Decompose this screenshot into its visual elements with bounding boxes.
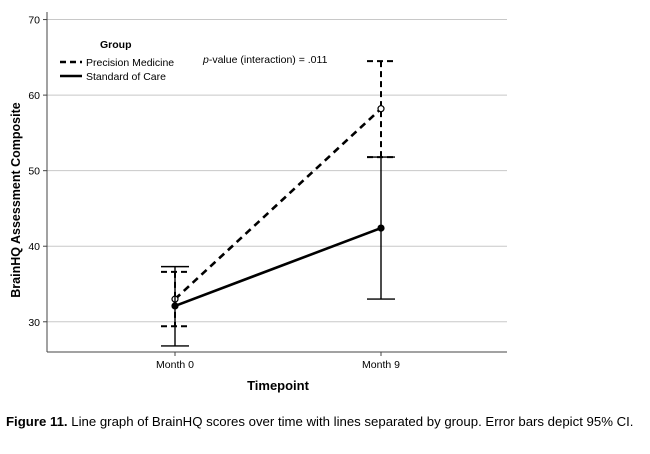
series-0	[161, 60, 395, 328]
y-axis-label: BrainHQ Assessment Composite	[9, 102, 23, 297]
data-point-1-1	[377, 224, 385, 232]
legend-label-0: Precision Medicine	[86, 57, 174, 69]
caption-label: Figure 11.	[6, 414, 68, 429]
y-tick-label-40: 40	[28, 241, 40, 253]
y-tick-label-60: 60	[28, 90, 40, 102]
annotation-text: -value (interaction) = .011	[209, 54, 328, 66]
y-tick-label-70: 70	[28, 15, 40, 27]
x-tick-label-0: Month 0	[156, 359, 194, 371]
legend-title: Group	[100, 39, 132, 51]
legend-label-1: Standard of Care	[86, 71, 166, 83]
axes: 30 40 50 60 70 Month 0 Month 9	[28, 12, 507, 371]
series-line-1	[174, 226, 382, 308]
data-point-1-0	[171, 302, 179, 310]
figure-caption: Figure 11. Line graph of BrainHQ scores …	[6, 413, 646, 430]
series	[161, 60, 395, 347]
series-line-0	[174, 107, 382, 301]
x-tick-label-1: Month 9	[362, 359, 400, 371]
gridlines	[47, 19, 507, 323]
legend: Group Precision Medicine Standard of Care	[60, 39, 174, 83]
data-point-0-1	[377, 105, 385, 113]
annotation-italic-p: p	[202, 54, 209, 66]
line-chart: 30 40 50 60 70 Month 0 Month 9 Group Precision …	[9, 12, 507, 393]
x-axis-label: Timepoint	[247, 378, 310, 393]
series-1	[161, 156, 395, 347]
caption-text: Line graph of BrainHQ scores over time w…	[67, 414, 634, 429]
y-tick-label-50: 50	[28, 166, 40, 178]
interaction-annotation: p-value (interaction) = .011	[202, 54, 328, 66]
y-tick-label-30: 30	[28, 317, 40, 329]
